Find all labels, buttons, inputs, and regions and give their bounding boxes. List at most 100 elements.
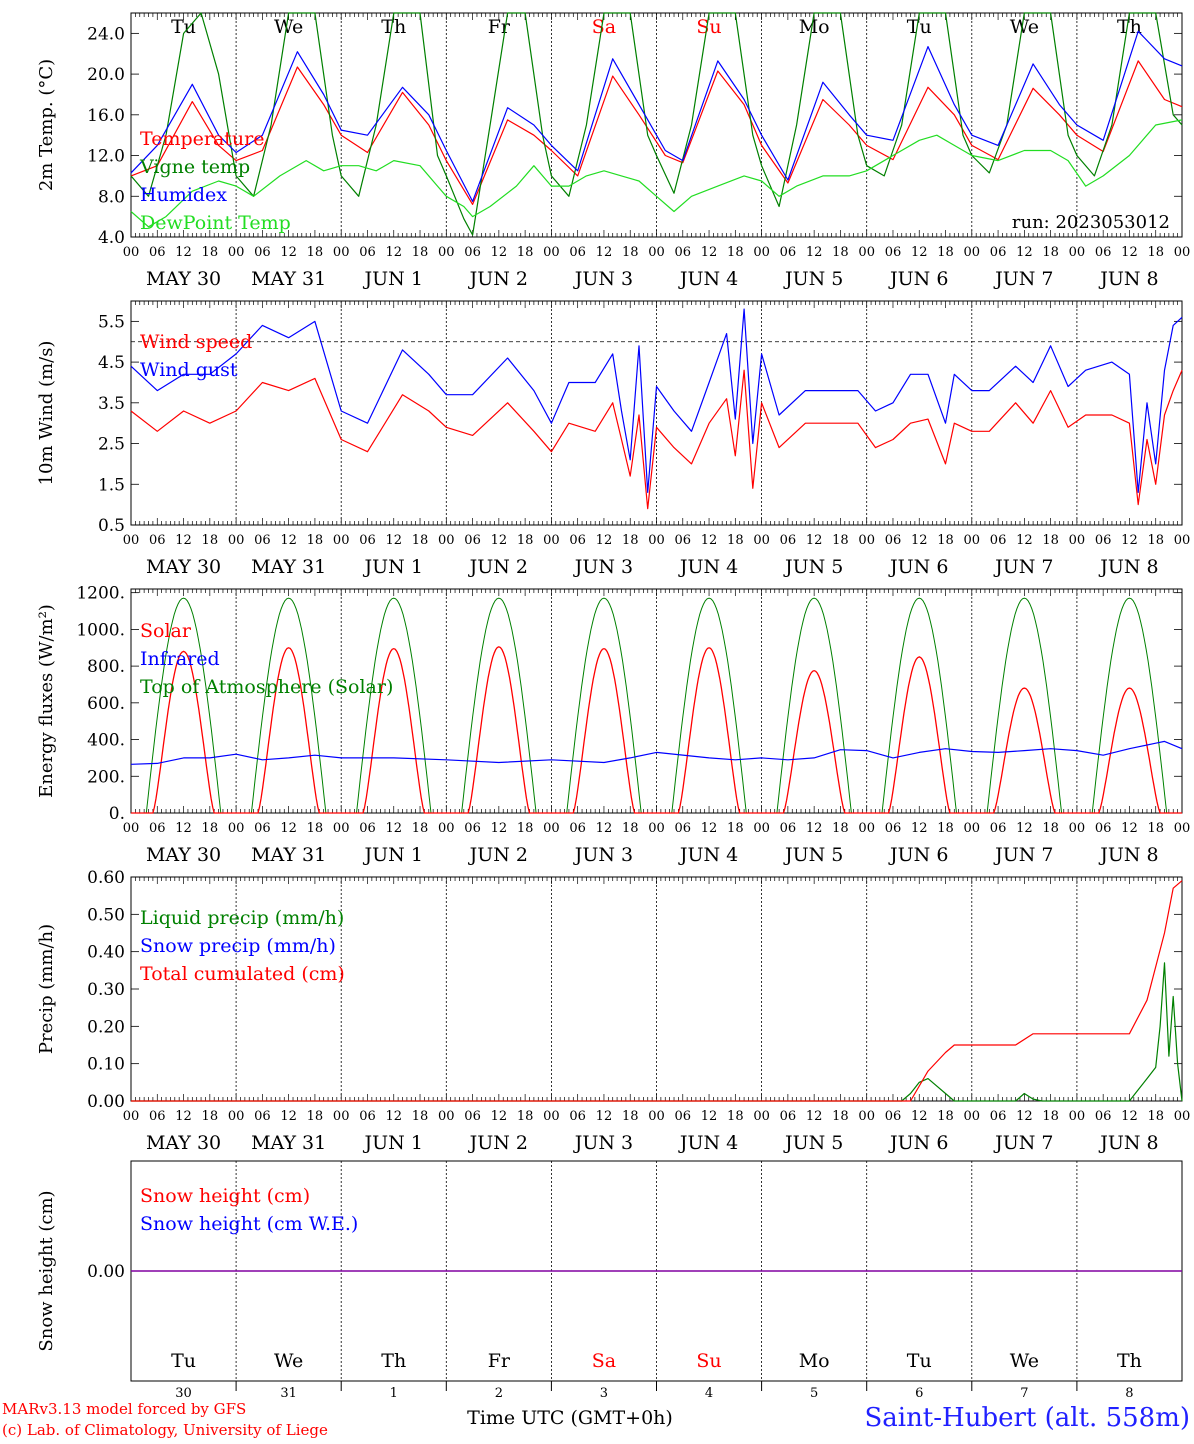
hour-tick-label: 12 [1016,821,1033,836]
y-tick-label: 20.0 [87,65,125,85]
hour-tick-label: 18 [1147,245,1164,260]
series-line-humidex [130,30,1183,202]
day-number-label: 4 [705,1386,713,1401]
hour-tick-label: 00 [228,1109,245,1124]
x-axis-title: Time UTC (GMT+0h) [467,1407,673,1429]
series-line-liquid-precip-mm-h- [131,962,1183,1102]
series-line-temperature [130,60,1183,205]
date-label: JUN 7 [993,844,1053,866]
date-label: JUN 2 [468,556,528,578]
hour-tick-label: 00 [228,821,245,836]
y-axis-label: Energy fluxes (W/m²) [36,604,57,798]
hour-tick-label: 18 [202,1109,219,1124]
date-label: MAY 30 [146,556,221,578]
date-label: JUN 4 [678,556,738,578]
day-name-label: Th [381,16,406,38]
legend-label: Liquid precip (mm/h) [140,907,344,929]
credit-line: MARv3.13 model forced by GFS [2,1400,246,1418]
hour-tick-label: 00 [648,821,665,836]
hour-tick-label: 12 [491,1109,508,1124]
hour-tick-label: 00 [648,533,665,548]
hour-tick-label: 18 [1147,533,1164,548]
hour-tick-label: 18 [307,533,324,548]
hour-tick-label: 12 [596,1109,613,1124]
hour-tick-label: 18 [412,245,429,260]
hour-tick-label: 06 [1095,1109,1112,1124]
y-tick-label: 3.5 [98,394,125,414]
day-number-label: 3 [600,1386,608,1401]
hour-tick-label: 12 [1121,821,1138,836]
hour-tick-label: 06 [1095,533,1112,548]
y-tick-label: 200. [87,767,125,787]
hour-tick-label: 18 [412,1109,429,1124]
y-tick-label: 0.00 [87,1262,125,1282]
date-label: JUN 8 [1098,268,1158,290]
day-number-label: 2 [495,1386,503,1401]
hour-tick-label: 06 [780,245,797,260]
y-tick-label: 24.0 [87,24,125,44]
station-title: Saint-Hubert (alt. 558m) [864,1403,1190,1433]
y-tick-label: 600. [87,694,125,714]
hour-tick-label: 00 [438,821,455,836]
hour-tick-label: 18 [517,1109,534,1124]
hour-tick-label: 12 [911,821,928,836]
hour-tick-label: 06 [675,821,692,836]
series-line-wind-speed [130,369,1183,510]
date-label: JUN 1 [363,844,423,866]
y-axis-label: Snow height (cm) [36,1190,57,1351]
hour-tick-label: 06 [254,245,271,260]
date-label: MAY 31 [251,556,326,578]
hour-tick-label: 00 [964,1109,981,1124]
hour-tick-label: 12 [385,1109,402,1124]
hour-tick-label: 18 [202,533,219,548]
date-label: JUN 2 [468,268,528,290]
legend-label: Total cumulated (cm) [140,963,345,985]
day-name-label: Sa [592,1350,616,1372]
hour-tick-label: 18 [1042,821,1059,836]
day-name-label: We [1010,1350,1039,1372]
y-axis-label: 2m Temp. (°C) [36,59,57,191]
hour-tick-label: 12 [385,245,402,260]
date-label: JUN 5 [783,844,843,866]
date-label: MAY 31 [251,268,326,290]
hour-tick-label: 00 [753,245,770,260]
hour-tick-label: 00 [228,533,245,548]
hour-tick-label: 06 [464,821,481,836]
legend-label: Snow height (cm W.E.) [140,1213,358,1235]
hour-tick-label: 00 [753,1109,770,1124]
date-label: JUN 3 [573,556,633,578]
hour-tick-label: 12 [491,821,508,836]
hour-tick-label: 00 [438,1109,455,1124]
hour-tick-label: 00 [123,821,140,836]
date-label: MAY 30 [146,844,221,866]
date-label: JUN 8 [1098,556,1158,578]
legend-label: Top of Atmosphere (Solar) [140,676,393,698]
hour-tick-label: 12 [701,1109,718,1124]
hour-tick-label: 18 [202,821,219,836]
hour-tick-label: 00 [543,1109,560,1124]
hour-tick-label: 12 [701,533,718,548]
hour-tick-label: 12 [1121,533,1138,548]
date-label: JUN 7 [993,556,1053,578]
hour-tick-label: 18 [622,533,639,548]
hour-tick-label: 06 [885,821,902,836]
hour-tick-label: 06 [254,533,271,548]
hour-tick-label: 12 [1016,1109,1033,1124]
y-tick-label: 8.0 [98,187,125,207]
hour-tick-label: 12 [280,1109,297,1124]
hour-tick-label: 18 [307,245,324,260]
hour-tick-label: 06 [569,533,586,548]
date-label: JUN 1 [363,1132,423,1154]
day-name-label: Su [696,1350,721,1372]
hour-tick-label: 12 [806,533,823,548]
day-number-label: 7 [1020,1386,1028,1401]
series-line-toa-solar [131,597,1182,814]
hour-tick-label: 18 [1042,1109,1059,1124]
hour-tick-label: 06 [149,533,166,548]
y-tick-label: 5.5 [98,312,125,332]
hour-tick-label: 00 [1174,821,1191,836]
y-tick-label: 0.50 [87,905,125,925]
hour-tick-label: 06 [359,821,376,836]
legend-label: Wind speed [140,331,252,353]
legend-label: Infrared [140,648,220,670]
